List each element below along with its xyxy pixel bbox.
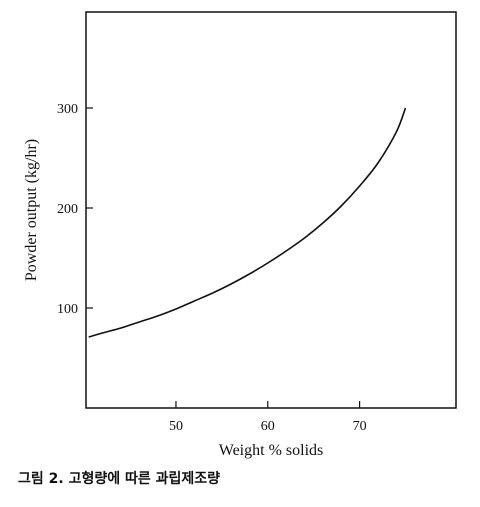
y-tick-label: 200: [57, 202, 78, 217]
series-line: [88, 107, 407, 338]
y-tick-label: 100: [57, 302, 78, 317]
x-axis-title: Weight % solids: [219, 442, 323, 459]
y-axis-ticks: 100 200 300: [57, 102, 93, 317]
plot-frame: [85, 11, 457, 409]
y-axis-title: Powder output (kg/hr): [23, 139, 40, 281]
x-tick-label: 60: [261, 419, 275, 434]
chart: 50 60 70 100 200 300 Weight % solids Powder …: [23, 11, 457, 459]
figure-caption: 그림 2. 고형량에 따른 과립제조량: [18, 471, 220, 487]
y-tick-label: 300: [57, 102, 78, 117]
x-tick-label: 50: [169, 419, 183, 434]
x-tick-label: 70: [353, 419, 367, 434]
x-axis-ticks: 50 60 70: [169, 401, 367, 434]
